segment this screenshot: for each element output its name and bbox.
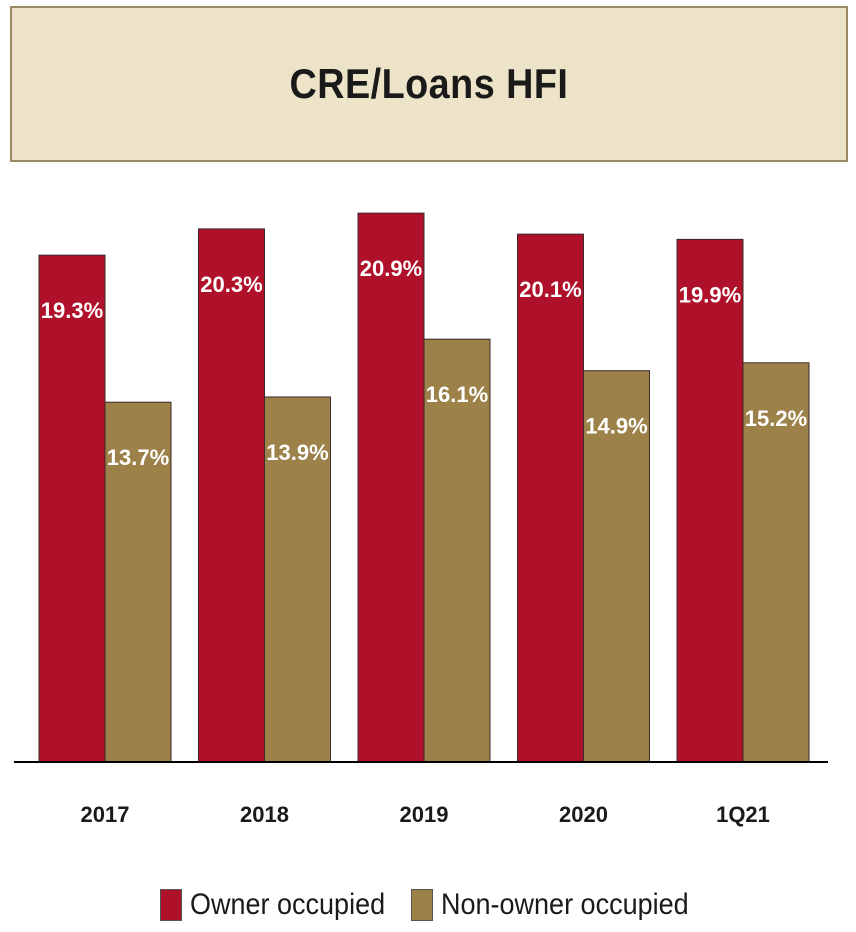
legend: Owner occupied Non-owner occupied: [0, 888, 856, 922]
bar-non-owner-2019: [423, 338, 491, 763]
bar-owner-2020: [517, 233, 584, 763]
bar-owner-2018: [198, 228, 265, 763]
bar-non-owner-2018: [264, 396, 331, 763]
category-label-2018: 2018: [240, 802, 289, 827]
legend-item-non-owner: Non-owner occupied: [410, 888, 696, 922]
legend-swatch-non-owner: [410, 889, 433, 921]
category-label-2020: 2020: [559, 802, 608, 827]
bar-owner-2019: [357, 212, 425, 763]
data-label-owner-2018: 20.3%: [200, 272, 262, 297]
legend-label-non-owner: Non-owner occupied: [440, 888, 689, 921]
data-label-owner-2019: 20.9%: [360, 256, 422, 281]
data-label-owner-2017: 19.3%: [41, 298, 103, 323]
bar-non-owner-2017: [104, 401, 172, 763]
legend-item-owner: Owner occupied: [160, 888, 387, 922]
bar-chart: 19.3% 13.7% 2017 20.3% 13.9% 2018 20.9% 16.1% 20…: [14, 212, 828, 827]
legend-label-owner: Owner occupied: [190, 888, 386, 921]
category-label-2019: 2019: [400, 802, 449, 827]
bar-owner-2017: [38, 254, 106, 763]
chart-title: CRE/Loans HFI: [289, 60, 569, 107]
category-label-1Q21: 1Q21: [716, 802, 770, 827]
legend-swatch-owner: [160, 889, 183, 921]
data-label-non-owner-2019: 16.1%: [426, 382, 488, 407]
data-label-owner-2020: 20.1%: [519, 277, 581, 302]
category-label-2017: 2017: [81, 802, 130, 827]
data-label-owner-1Q21: 19.9%: [679, 282, 741, 307]
data-label-non-owner-2017: 13.7%: [107, 445, 169, 470]
bar-owner-1Q21: [676, 238, 744, 763]
chart-title-box: CRE/Loans HFI: [10, 6, 848, 162]
data-label-non-owner-2018: 13.9%: [266, 440, 328, 465]
data-label-non-owner-1Q21: 15.2%: [745, 406, 807, 431]
data-label-non-owner-2020: 14.9%: [585, 414, 647, 439]
